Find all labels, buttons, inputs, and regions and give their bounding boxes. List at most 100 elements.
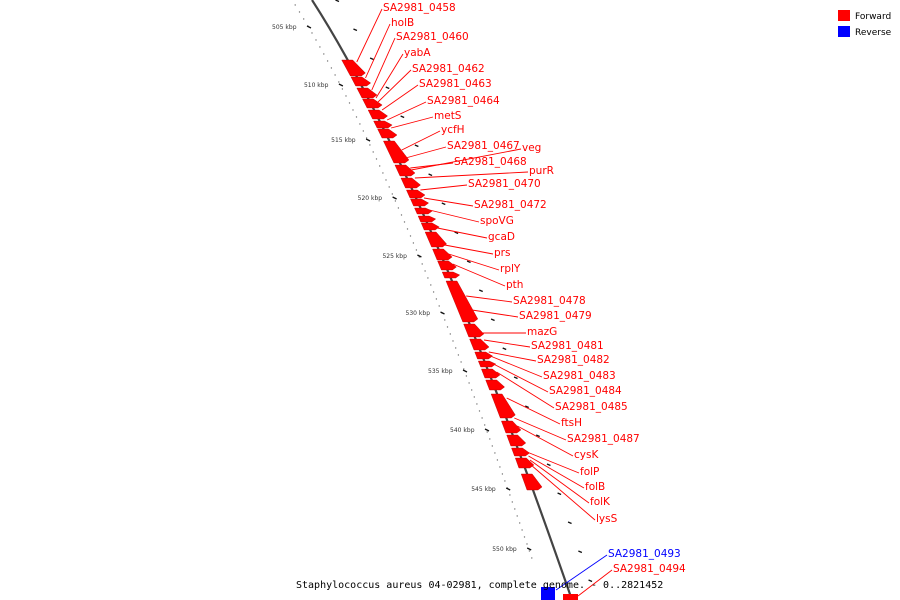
ruler-dot <box>412 242 415 244</box>
gene-label: SA2981_0478 <box>513 295 586 307</box>
gene-label: SA2981_0464 <box>427 95 500 107</box>
legend: Forward Reverse <box>838 10 892 38</box>
legend-label-forward: Forward <box>855 12 891 22</box>
ruler-dot <box>484 424 486 426</box>
backbone-marker <box>454 231 459 235</box>
forward-gene-feature <box>474 351 493 360</box>
gene-leader-line <box>420 184 468 191</box>
ruler-dot <box>388 186 390 188</box>
gene-label: SA2981_0482 <box>537 354 610 366</box>
ruler-tick <box>526 547 532 551</box>
gene-leader-line <box>466 295 513 303</box>
forward-gene-feature <box>383 140 410 164</box>
forward-gene-feature <box>424 231 447 248</box>
gene-label: holB <box>391 17 414 29</box>
gene-leader-line <box>401 130 441 151</box>
gene-label: SA2981_0479 <box>519 310 592 322</box>
backbone-marker <box>441 202 446 206</box>
gene-features <box>341 59 578 600</box>
ruler-dot <box>528 550 531 552</box>
gene-label: SA2981_0462 <box>412 63 485 75</box>
forward-gene-feature <box>367 109 388 120</box>
ruler-tick <box>365 138 371 142</box>
ruler-dot <box>294 4 296 6</box>
ruler-dot <box>355 116 358 118</box>
ruler-dot <box>303 18 305 20</box>
backbone-marker <box>567 521 572 525</box>
ruler-dot <box>478 410 481 412</box>
ruler-dot <box>471 389 473 391</box>
ruler-dot <box>521 529 523 531</box>
gene-label: SA2981_0470 <box>468 178 541 190</box>
genome-caption: Staphylococcus aureus 04-02981, complete… <box>296 580 663 591</box>
ruler-dot <box>452 340 454 342</box>
gene-leader-line <box>490 355 543 378</box>
ruler-dot <box>446 326 449 328</box>
ruler-dot <box>511 501 513 503</box>
gene-leader-line <box>488 351 537 362</box>
gene-leader-line <box>411 148 522 171</box>
ruler-dot <box>455 347 457 349</box>
ruler-dot <box>406 228 409 230</box>
ruler-dot <box>415 249 418 251</box>
gene-label: ftsH <box>561 417 582 429</box>
gene-leader-line <box>356 8 383 63</box>
forward-gene-feature <box>441 271 461 279</box>
backbone-marker <box>535 434 540 438</box>
gene-leader-line <box>514 417 567 441</box>
forward-gene-feature <box>373 120 393 129</box>
ruler-tick <box>417 254 422 258</box>
backbone-marker <box>502 347 507 351</box>
gene-label: folB <box>585 481 605 493</box>
gene-leader-line <box>531 465 596 521</box>
backbone-marker <box>513 376 518 380</box>
gene-leader-line <box>528 455 585 489</box>
backbone-marker <box>414 144 419 148</box>
gene-label: folK <box>590 496 611 508</box>
ruler-dot <box>486 431 488 433</box>
backbone-marker <box>578 550 583 554</box>
forward-gene-feature <box>432 248 453 261</box>
gene-label: folP <box>580 466 599 478</box>
ruler-tick-label: 550 kbp <box>492 546 517 553</box>
ruler-tick-label: 540 kbp <box>450 427 475 434</box>
ruler-dot <box>481 417 483 419</box>
backbone-marker <box>428 173 433 177</box>
ruler-tick <box>505 487 511 491</box>
gene-leader-line <box>414 171 529 179</box>
ruler-tick <box>392 196 397 200</box>
ruler-dot <box>430 284 432 286</box>
forward-gene-feature <box>478 360 497 368</box>
ruler-dot <box>460 361 462 363</box>
ruler-tick <box>306 25 312 29</box>
ruler-tick-label: 530 kbp <box>406 310 431 317</box>
ruler-dot <box>400 214 403 216</box>
ruler-dot <box>326 60 329 62</box>
forward-gene-feature <box>394 164 416 177</box>
ruler-dot <box>375 158 378 160</box>
forward-gene-feature <box>420 222 440 231</box>
ruler-dot <box>501 473 504 475</box>
gene-label: SA2981_0472 <box>474 199 547 211</box>
ruler-dot <box>531 557 533 559</box>
gene-label: cysK <box>574 449 599 461</box>
gene-label: SA2981_0467 <box>447 140 520 152</box>
reverse-gene-feature <box>541 587 555 600</box>
legend-label-reverse: Reverse <box>855 28 892 38</box>
backbone-marker <box>588 579 593 583</box>
ruler-tick-label: 520 kbp <box>358 195 383 202</box>
ruler-dot <box>424 270 426 272</box>
ruler-dot <box>397 207 400 209</box>
gene-label: pth <box>506 279 523 291</box>
gene-leader-line <box>529 459 590 504</box>
kbp-ruler: 505 kbp 510 kbp 515 kbp 520 kbp 525 kbp 530 k… <box>272 4 533 559</box>
ruler-tick <box>338 83 344 87</box>
ruler-dot <box>409 235 412 237</box>
gene-label: SA2981_0463 <box>419 78 492 90</box>
ruler-dot <box>372 151 374 153</box>
backbone-marker <box>369 57 374 61</box>
backbone-marker <box>385 86 390 90</box>
ruler-dot <box>465 375 468 377</box>
forward-gene-feature <box>362 98 383 109</box>
